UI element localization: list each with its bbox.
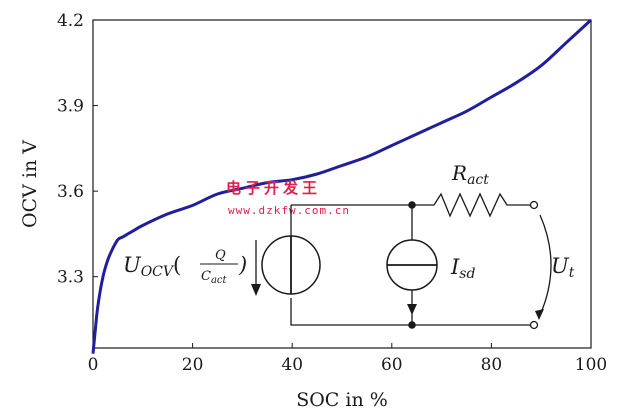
resistor-symbol: [433, 192, 512, 218]
x-axis-label: SOC in %: [296, 389, 388, 411]
terminal-bottom: [529, 320, 539, 330]
x-tick-label: 20: [182, 355, 204, 375]
y-axis-ticks: 3.3 3.6 3.9 4.2: [57, 11, 98, 288]
y-tick-label: 3.6: [57, 182, 84, 202]
current-direction-arrow: [407, 304, 417, 315]
node-top: [408, 201, 416, 209]
y-tick-label: 3.9: [57, 97, 84, 117]
fraction-numerator: Q: [215, 248, 226, 263]
ocv-source-label: UOCV(: [123, 253, 181, 280]
x-tick-label: 80: [481, 355, 503, 375]
x-tick-label: 60: [381, 355, 403, 375]
fraction-denominator: Cact: [201, 269, 228, 286]
x-tick-label: 0: [88, 355, 99, 375]
y-axis-label: OCV in V: [19, 140, 41, 228]
self-discharge-label: Isd: [450, 255, 475, 282]
x-tick-label: 100: [575, 355, 607, 375]
terminal-voltage-label: Ut: [551, 254, 575, 281]
terminal-top: [529, 200, 539, 210]
resistor-label: Ract: [451, 161, 489, 188]
ocv-series-line: [91, 18, 593, 354]
terminal-voltage-arrowhead: [535, 309, 544, 320]
bottom-wire: [290, 298, 532, 326]
x-tick-label: 40: [281, 355, 303, 375]
watermark-url: www.dzkfw.com.cn: [228, 204, 350, 217]
terminal-voltage-arrow: [539, 214, 552, 316]
circuit-diagram: UOCV( Q Cact ) Ract Isd Ut: [123, 161, 575, 330]
ocv-arrowhead: [251, 284, 261, 296]
y-tick-label: 3.3: [57, 268, 84, 288]
y-tick-label: 4.2: [57, 11, 84, 31]
node-bottom: [408, 321, 416, 329]
series-layer: [91, 18, 593, 354]
plot-frame: [92, 19, 592, 349]
watermark: 电子开发王 www.dzkfw.com.cn: [226, 179, 350, 217]
close-paren: ): [238, 253, 247, 277]
watermark-site-name: 电子开发王: [226, 179, 321, 197]
x-axis-ticks: 0 20 40 60 80 100: [88, 343, 607, 375]
